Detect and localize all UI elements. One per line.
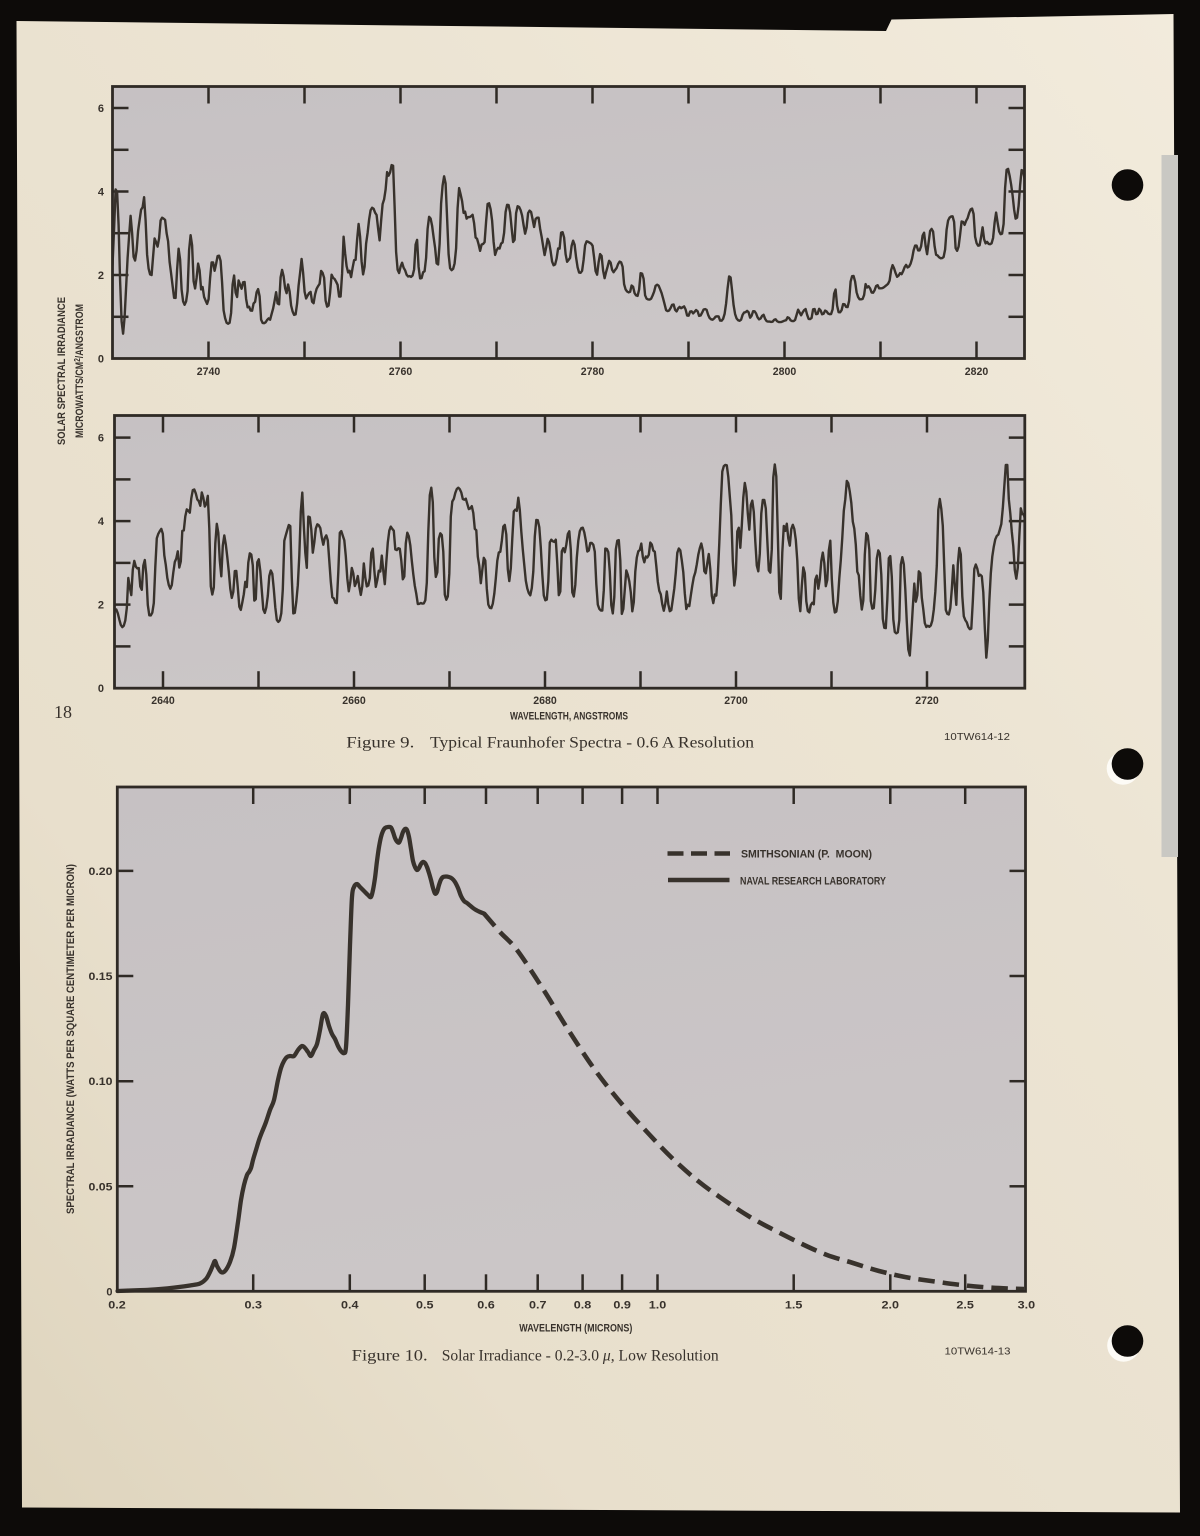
svg-text:2.5: 2.5 [956,1300,974,1312]
svg-text:Figure 9.: Figure 9. [346,735,414,752]
svg-text:0: 0 [98,354,104,366]
svg-text:0.15: 0.15 [89,971,113,983]
svg-text:Typical Fraunhofer Spectra - 0: Typical Fraunhofer Spectra - 0.6 A Resol… [430,735,754,752]
svg-text:0.20: 0.20 [89,866,113,878]
svg-text:6: 6 [98,103,104,115]
svg-text:0.9: 0.9 [613,1300,631,1312]
svg-text:Solar Irradiance - 0.2-3.0 μ,: Solar Irradiance - 0.2-3.0 μ, Low Resolu… [442,1348,719,1365]
svg-text:0.3: 0.3 [244,1300,262,1312]
svg-text:2820: 2820 [965,366,989,378]
svg-text:2640: 2640 [151,695,175,707]
svg-text:2740: 2740 [197,366,221,378]
svg-text:0: 0 [98,683,104,695]
svg-text:0.10: 0.10 [89,1076,113,1088]
svg-text:2760: 2760 [389,366,413,378]
svg-text:2800: 2800 [773,366,797,378]
svg-text:3.0: 3.0 [1018,1300,1036,1312]
svg-text:2680: 2680 [533,695,557,707]
svg-text:0.8: 0.8 [574,1300,592,1312]
svg-text:6: 6 [98,433,104,445]
svg-text:MICROWATTS/CM2/ANGSTROM: MICROWATTS/CM2/ANGSTROM [73,304,86,438]
svg-text:4: 4 [98,516,105,528]
svg-text:2: 2 [98,600,104,612]
svg-text:Figure 10.: Figure 10. [352,1348,428,1365]
svg-text:4: 4 [98,187,105,199]
svg-text:0: 0 [106,1287,112,1299]
svg-text:SPECTRAL IRRADIANCE (WATTS PER: SPECTRAL IRRADIANCE (WATTS PER SQUARE CE… [65,864,77,1214]
svg-text:NAVAL RESEARCH LABORATORY: NAVAL RESEARCH LABORATORY [740,876,887,888]
svg-text:2.0: 2.0 [882,1300,900,1312]
svg-text:2660: 2660 [342,695,366,707]
svg-text:0.2: 0.2 [108,1300,126,1312]
svg-text:2700: 2700 [724,695,748,707]
svg-text:18: 18 [54,702,72,722]
svg-text:0.5: 0.5 [416,1300,434,1312]
svg-text:0.05: 0.05 [89,1181,113,1193]
svg-text:1.5: 1.5 [785,1300,803,1312]
svg-text:10TW614-13: 10TW614-13 [945,1346,1011,1358]
svg-text:0.7: 0.7 [529,1300,547,1312]
svg-text:WAVELENGTH (MICRONS): WAVELENGTH (MICRONS) [519,1323,632,1335]
svg-text:2720: 2720 [915,695,939,707]
svg-text:SOLAR SPECTRAL IRRADIANCE: SOLAR SPECTRAL IRRADIANCE [56,297,68,445]
svg-text:2780: 2780 [581,366,605,378]
svg-text:2: 2 [98,270,104,282]
svg-text:1.0: 1.0 [649,1300,667,1312]
svg-text:WAVELENGTH, ANGSTROMS: WAVELENGTH, ANGSTROMS [510,711,628,723]
svg-text:0.4: 0.4 [341,1300,360,1312]
svg-text:0.6: 0.6 [477,1300,495,1312]
svg-text:10TW614-12: 10TW614-12 [944,731,1010,743]
svg-text:SMITHSONIAN (P. MOON): SMITHSONIAN (P. MOON) [741,849,872,861]
